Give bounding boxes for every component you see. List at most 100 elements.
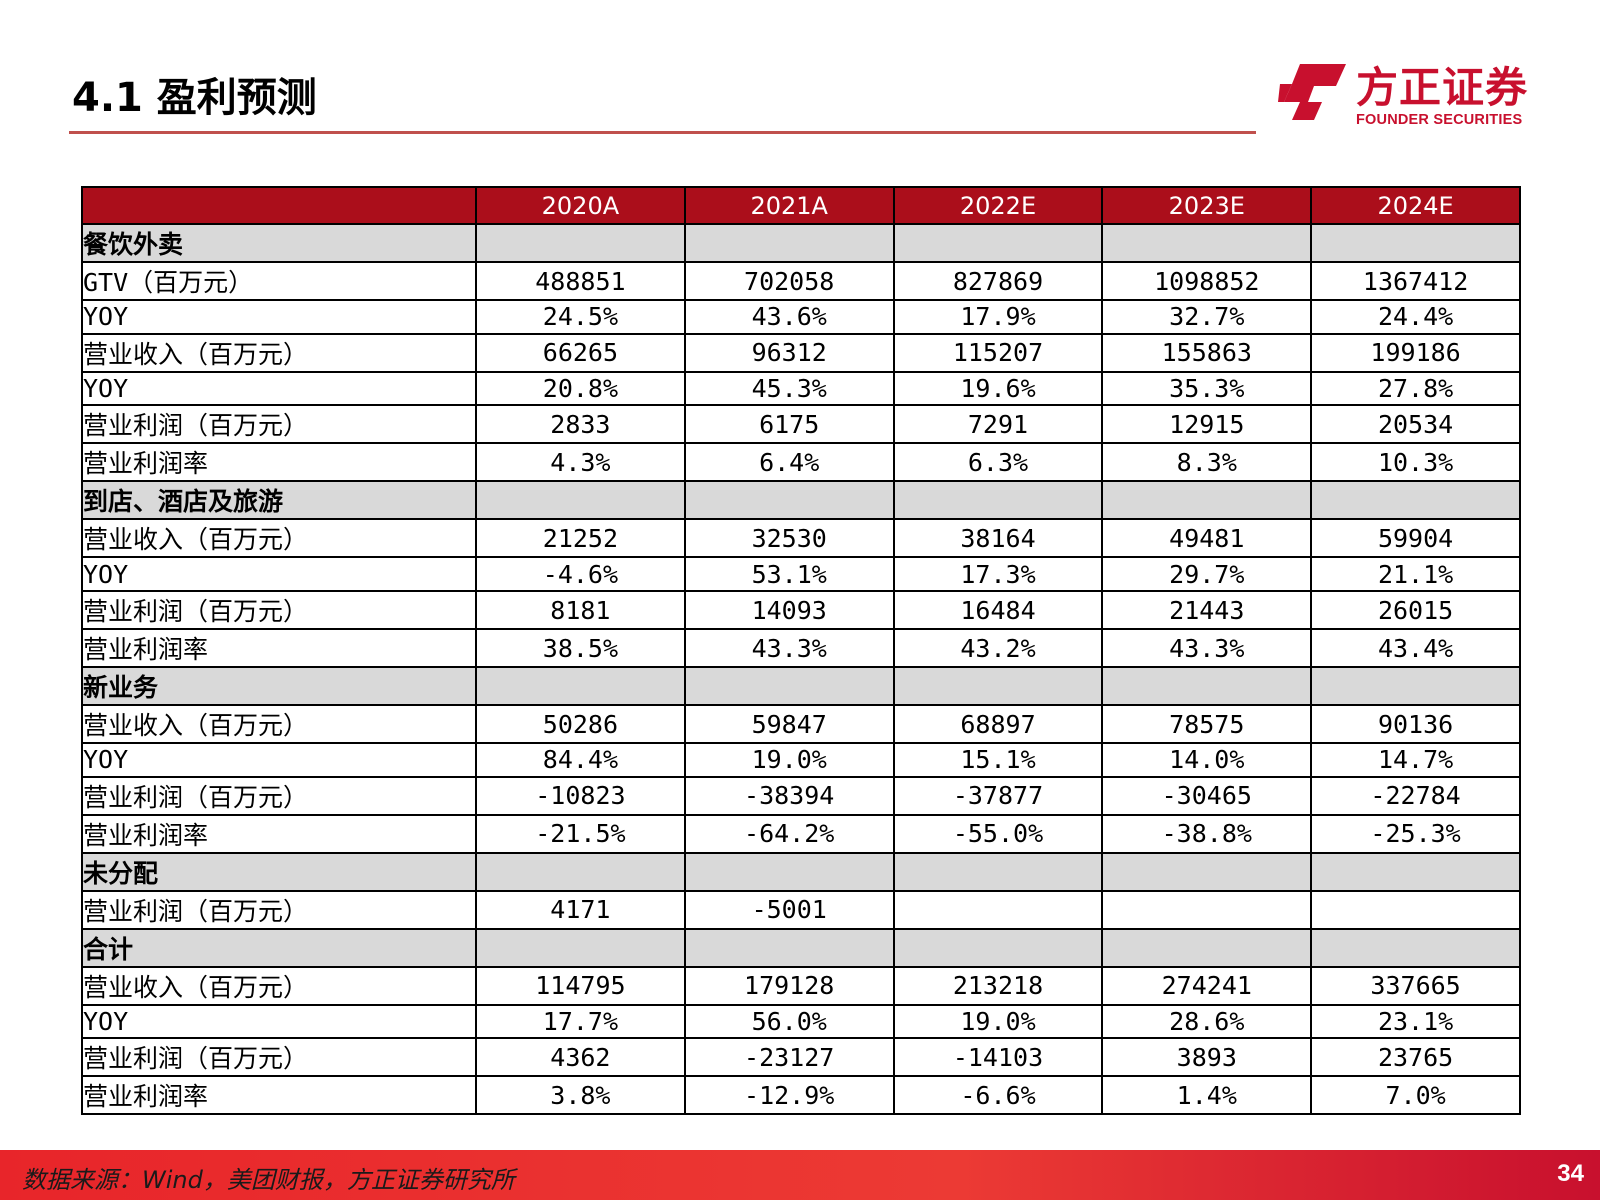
section-row: 新业务 [81,666,1521,707]
table-cell: 53.1% [683,556,895,593]
table-cell: 19.6% [892,370,1104,407]
table-cell [475,666,686,707]
table-cell: 43.4% [1310,628,1521,669]
logo-chinese-name: 方正证券 [1356,63,1529,112]
table-cell: -6.6% [892,1075,1104,1116]
founder-securities-logo: 方正证券 FOUNDER SECURITIES [1278,62,1544,136]
table-cell: 14.0% [1101,742,1313,778]
section-row: 到店、酒店及旅游 [81,480,1521,521]
founder-logo-mark-icon [1278,64,1346,120]
table-cell: 28.6% [1101,1003,1313,1040]
table-row: 营业利润（百万元） 8181 14093 16484 21443 26015 [81,590,1521,631]
table-cell: 21.1% [1310,556,1521,593]
table-cell: 27.8% [1310,370,1521,407]
table-cell: 20534 [1310,404,1521,445]
table-cell: 43.3% [683,628,895,669]
row-label: 营业利润（百万元） [81,1037,477,1078]
table-cell: 20.8% [475,370,686,407]
table-cell: -14103 [892,1037,1104,1078]
table-cell [892,223,1104,263]
section-label: 未分配 [81,851,477,892]
table-header-row: 2020A 2021A 2022E 2023E 2024E [81,186,1521,225]
row-label: 营业利润率 [81,1075,477,1116]
table-cell: -38.8% [1101,813,1313,854]
table-cell: 6.4% [683,442,895,483]
table-cell: 21252 [475,518,686,559]
row-label: 营业利润（百万元） [81,590,477,631]
table-cell [683,851,895,892]
table-row: 营业利润率 3.8% -12.9% -6.6% 1.4% 7.0% [81,1075,1521,1116]
row-label: 营业收入（百万元） [81,518,477,559]
table-row: YOY 17.7% 56.0% 19.0% 28.6% 23.1% [81,1003,1521,1040]
table-row: 营业收入（百万元） 50286 59847 68897 78575 90136 [81,704,1521,745]
table-cell [1310,851,1521,892]
table-cell [1101,223,1313,263]
table-cell: -4.6% [475,556,686,593]
table-cell [892,889,1104,930]
table-cell: 8.3% [1101,442,1313,483]
table-cell [683,666,895,707]
table-cell: -21.5% [475,813,686,854]
table-cell: 12915 [1101,404,1313,445]
table-cell: 43.3% [1101,628,1313,669]
table-cell: 35.3% [1101,370,1313,407]
table-cell: 6.3% [892,442,1104,483]
table-cell: -5001 [683,889,895,930]
table-cell: 23765 [1310,1037,1521,1078]
logo-english-name: FOUNDER SECURITIES [1356,112,1523,128]
row-label: 营业利润率 [81,442,477,483]
table-row: 营业收入（百万元） 114795 179128 213218 274241 337665 [81,965,1521,1006]
section-label: 合计 [81,927,477,968]
table-cell: 7291 [892,404,1104,445]
table-cell: -64.2% [683,813,895,854]
table-cell: 32.7% [1101,299,1313,335]
table-cell [475,480,686,521]
table-cell: -37877 [892,775,1104,816]
row-label: 营业收入（百万元） [81,965,477,1006]
row-label: 营业收入（百万元） [81,704,477,745]
table-cell: 10.3% [1310,442,1521,483]
table-cell: 8181 [475,590,686,631]
row-label: YOY [81,556,477,593]
table-cell: 19.0% [683,742,895,778]
table-cell: 114795 [475,965,686,1006]
table-cell: 24.5% [475,299,686,335]
table-cell: 1098852 [1101,261,1313,301]
table-cell: 84.4% [475,742,686,778]
table-row: 营业利润（百万元） -10823 -38394 -37877 -30465 -22784 [81,775,1521,816]
table-cell: 199186 [1310,332,1521,373]
table-cell: 23.1% [1310,1003,1521,1040]
table-cell: 115207 [892,332,1104,373]
table-cell: 155863 [1101,332,1313,373]
row-label: YOY [81,742,477,778]
header-cell-2023e: 2023E [1101,186,1313,225]
row-label: YOY [81,370,477,407]
table-cell [892,927,1104,968]
table-cell [892,480,1104,521]
table-row: YOY 24.5% 43.6% 17.9% 32.7% 24.4% [81,299,1521,335]
table-cell: 14.7% [1310,742,1521,778]
table-cell: 59904 [1310,518,1521,559]
table-cell: 2833 [475,404,686,445]
table-cell: 43.2% [892,628,1104,669]
table-cell: 14093 [683,590,895,631]
table-cell: 66265 [475,332,686,373]
table-cell: 49481 [1101,518,1313,559]
table-row: GTV（百万元） 488851 702058 827869 1098852 1367412 [81,261,1521,301]
table-cell: 6175 [683,404,895,445]
table-row: YOY -4.6% 53.1% 17.3% 29.7% 21.1% [81,556,1521,593]
profit-forecast-table: 2020A 2021A 2022E 2023E 2024E 餐饮外卖 GTV（百万… [81,186,1521,1116]
table-cell [683,223,895,263]
table-cell [1310,480,1521,521]
section-row: 餐饮外卖 [81,223,1521,263]
table-row: YOY 84.4% 19.0% 15.1% 14.0% 14.7% [81,742,1521,778]
header-cell-2024e: 2024E [1310,186,1521,225]
table-cell: 24.4% [1310,299,1521,335]
table-cell: 59847 [683,704,895,745]
row-label: 营业利润率 [81,628,477,669]
data-source-note: 数据来源：Wind，美团财报，方正证券研究所 [22,1166,515,1194]
table-cell: 3893 [1101,1037,1313,1078]
header-cell-2020a: 2020A [475,186,686,225]
header-cell-2021a: 2021A [683,186,895,225]
table-row: 营业利润（百万元） 4362 -23127 -14103 3893 23765 [81,1037,1521,1078]
